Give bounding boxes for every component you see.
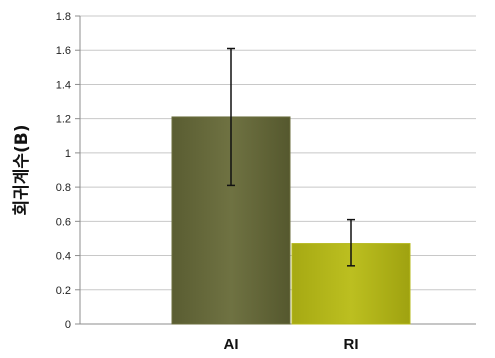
y-tick-label: 0.2 [56, 285, 71, 297]
y-tick-label: 1 [65, 148, 71, 160]
y-tick-label: 1.2 [56, 114, 71, 126]
bar-ai [171, 116, 291, 325]
x-category-label: RI [344, 336, 359, 353]
error-bars [227, 47, 355, 267]
y-axis-title: 회귀계수(B) [12, 124, 32, 215]
y-tick-label: 1.4 [56, 79, 71, 91]
y-tick-label: 0.6 [56, 216, 71, 228]
bars [171, 116, 411, 325]
y-tick-label: 1.6 [56, 45, 71, 57]
y-tick-label: 0 [65, 319, 71, 331]
y-tick-label: 0.4 [56, 251, 71, 263]
y-tick-label: 1.8 [56, 11, 71, 23]
y-tick-label: 0.8 [56, 182, 71, 194]
x-category-label: AI [224, 336, 239, 353]
labels: 0 0.2 0.4 0.6 0.8 1 1.2 1.4 1.6 1.8 AI RI [56, 11, 359, 353]
